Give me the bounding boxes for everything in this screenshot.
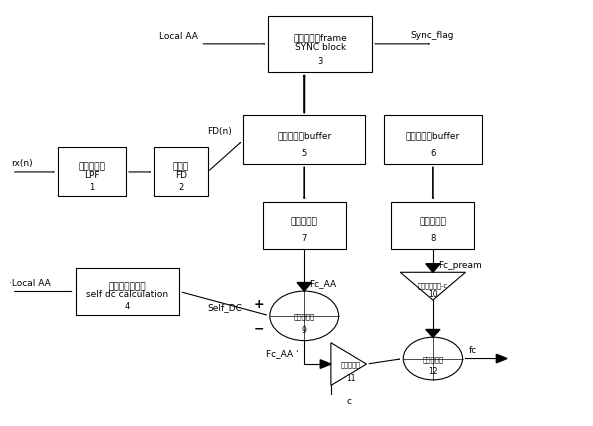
Text: LPF: LPF bbox=[84, 170, 100, 179]
Text: +: + bbox=[253, 297, 264, 310]
Bar bbox=[384, 116, 482, 165]
Text: SYNC block: SYNC block bbox=[295, 43, 346, 52]
Text: FD(n): FD(n) bbox=[207, 127, 232, 135]
Bar bbox=[263, 202, 346, 249]
Text: Fc_pream: Fc_pream bbox=[438, 260, 482, 270]
Polygon shape bbox=[426, 264, 440, 273]
Text: 4: 4 bbox=[125, 301, 130, 311]
Text: fc: fc bbox=[468, 345, 477, 354]
Text: −: − bbox=[253, 322, 264, 335]
Text: 1: 1 bbox=[90, 183, 94, 192]
Bar bbox=[268, 17, 372, 72]
Text: Fc_AA ': Fc_AA ' bbox=[266, 348, 298, 357]
Text: 第一累加器: 第一累加器 bbox=[291, 216, 318, 226]
Bar bbox=[244, 116, 365, 165]
Text: ·Local AA: ·Local AA bbox=[9, 279, 50, 288]
Text: self dc calculation: self dc calculation bbox=[87, 290, 168, 299]
Text: 6: 6 bbox=[430, 148, 436, 157]
Text: 第二缓存器buffer: 第二缓存器buffer bbox=[406, 131, 460, 140]
Text: c: c bbox=[346, 396, 351, 405]
Text: FD: FD bbox=[175, 170, 187, 179]
Polygon shape bbox=[297, 283, 311, 291]
Text: 低通滤波器: 低通滤波器 bbox=[78, 162, 106, 171]
Text: 第一加法器: 第一加法器 bbox=[294, 313, 315, 320]
Text: 8: 8 bbox=[430, 233, 436, 242]
Polygon shape bbox=[496, 354, 507, 363]
Bar bbox=[391, 202, 474, 249]
Text: 5: 5 bbox=[302, 148, 307, 157]
Text: 帧同步模块frame: 帧同步模块frame bbox=[294, 34, 347, 43]
Text: 11: 11 bbox=[346, 374, 355, 383]
Text: 第二累加器: 第二累加器 bbox=[419, 216, 447, 226]
Polygon shape bbox=[331, 343, 366, 386]
Text: 第一乘法器: 第一乘法器 bbox=[340, 361, 361, 368]
Polygon shape bbox=[320, 360, 331, 368]
Bar bbox=[58, 148, 126, 197]
Text: 7: 7 bbox=[301, 233, 307, 242]
Text: Self_DC: Self_DC bbox=[207, 302, 242, 311]
Bar bbox=[76, 268, 179, 315]
Text: 9: 9 bbox=[302, 325, 307, 334]
Polygon shape bbox=[400, 273, 466, 300]
Text: Sync_flag: Sync_flag bbox=[410, 31, 454, 40]
Text: Fc_AA: Fc_AA bbox=[309, 278, 336, 288]
Polygon shape bbox=[426, 330, 440, 337]
Bar bbox=[154, 148, 208, 197]
Text: 10: 10 bbox=[428, 290, 438, 299]
Text: 第二乘法器１-c: 第二乘法器１-c bbox=[418, 282, 448, 288]
Text: Local AA: Local AA bbox=[158, 32, 197, 40]
Text: rx(n): rx(n) bbox=[11, 158, 32, 167]
Text: 自直流计算模块: 自直流计算模块 bbox=[109, 282, 146, 291]
Text: 第二加法器: 第二加法器 bbox=[422, 355, 444, 362]
Text: 2: 2 bbox=[178, 183, 183, 192]
Text: 第一缓存器buffer: 第一缓存器buffer bbox=[277, 131, 331, 140]
Text: 鉴频器: 鉴频器 bbox=[173, 162, 189, 171]
Text: 12: 12 bbox=[428, 366, 438, 375]
Text: 3: 3 bbox=[317, 57, 323, 66]
